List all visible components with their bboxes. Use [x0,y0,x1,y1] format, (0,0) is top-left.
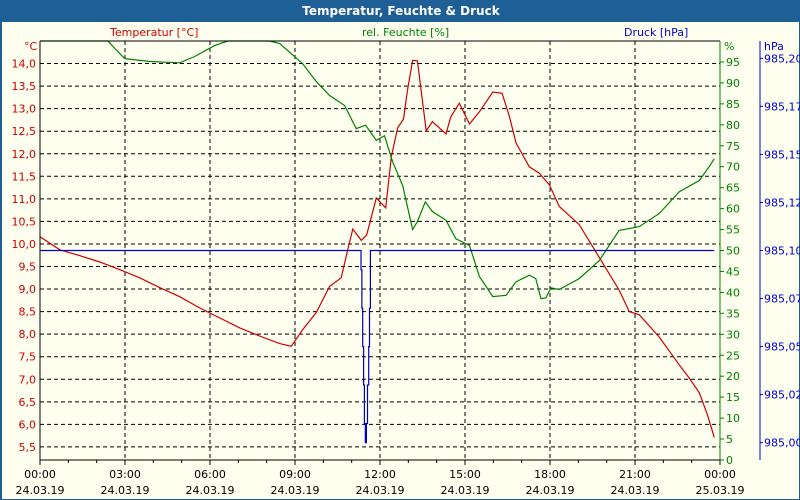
temp-tick-label: 10,0 [12,238,37,251]
humidity-unit-label: % [724,40,734,53]
pressure-tick-label: 985,00 [764,437,800,450]
humidity-tick-label: 60 [726,203,740,216]
x-tick-time: 12:00 [364,468,396,481]
humidity-tick-label: 15 [726,391,740,404]
humidity-tick-label: 0 [726,454,733,467]
temp-tick-label: 8,5 [19,306,37,319]
humidity-tick-label: 65 [726,182,740,195]
pressure-axis-title: Druck [hPa] [624,26,688,39]
temp-tick-label: 7,0 [19,373,37,386]
pressure-tick-label: 985,12 [764,196,800,209]
humidity-tick-label: 50 [726,245,740,258]
temp-tick-label: 12,0 [12,148,37,161]
x-tick-time: 18:00 [534,468,566,481]
x-tick-date: 24.03.19 [611,484,660,497]
humidity-tick-label: 30 [726,328,740,341]
humidity-tick-label: 20 [726,370,740,383]
x-tick-date: 24.03.19 [526,484,575,497]
temp-tick-label: 9,0 [19,283,37,296]
x-tick-time: 15:00 [449,468,481,481]
x-tick-date: 24.03.19 [186,484,235,497]
x-tick-time: 00:00 [24,468,56,481]
chart-area [2,22,799,499]
pressure-tick-label: 985,07 [764,293,800,306]
humidity-tick-label: 95 [726,56,740,69]
temp-tick-label: 11,5 [12,170,37,183]
x-tick-date: 24.03.19 [356,484,405,497]
humidity-tick-label: 25 [726,349,740,362]
pressure-tick-label: 985,02 [764,389,800,402]
temp-tick-label: 14,0 [12,58,37,71]
temp-tick-label: 13,5 [12,80,37,93]
series-line-hum [40,40,715,300]
temp-tick-label: 9,5 [19,261,37,274]
x-tick-date: 25.03.19 [696,484,745,497]
temp-tick-label: 10,5 [12,215,37,228]
x-tick-time: 09:00 [279,468,311,481]
temp-tick-label: 13,0 [12,103,37,116]
x-tick-time: 21:00 [619,468,651,481]
pressure-tick-label: 985,05 [764,341,800,354]
x-tick-date: 24.03.19 [101,484,150,497]
humidity-tick-label: 55 [726,224,740,237]
x-tick-date: 24.03.19 [16,484,65,497]
series-line-temp [39,59,715,438]
x-tick-time: 00:00 [704,468,736,481]
pressure-tick-label: 985,10 [764,245,800,258]
temp-tick-label: 12,5 [12,125,37,138]
temp-axis-title: Temperatur [°C] [109,26,198,39]
pressure-tick-label: 985,20 [764,52,800,65]
humidity-tick-label: 5 [726,433,733,446]
humidity-tick-label: 70 [726,161,740,174]
pressure-tick-label: 985,17 [764,100,800,113]
humidity-tick-label: 75 [726,140,740,153]
x-tick-time: 03:00 [109,468,141,481]
x-tick-time: 06:00 [194,468,226,481]
temp-tick-label: 11,0 [12,193,37,206]
temp-tick-label: 6,0 [19,418,37,431]
pressure-tick-label: 985,15 [764,148,800,161]
humidity-tick-label: 85 [726,98,740,111]
series-line-press [40,249,715,444]
humidity-axis-title: rel. Feuchte [%] [362,26,449,39]
humidity-tick-label: 35 [726,307,740,320]
humidity-tick-label: 90 [726,77,740,90]
x-tick-date: 24.03.19 [271,484,320,497]
humidity-tick-label: 10 [726,412,740,425]
temp-unit-label: °C [24,40,38,53]
temp-tick-label: 5,5 [19,441,37,454]
temp-tick-label: 6,5 [19,396,37,409]
pressure-unit-label: hPa [764,40,784,53]
humidity-tick-label: 45 [726,265,740,278]
humidity-tick-label: 80 [726,119,740,132]
temp-tick-label: 8,0 [19,328,37,341]
window-title: Temperatur, Feuchte & Druck [1,1,800,22]
temp-tick-label: 7,5 [19,351,37,364]
humidity-tick-label: 40 [726,286,740,299]
x-tick-date: 24.03.19 [441,484,490,497]
